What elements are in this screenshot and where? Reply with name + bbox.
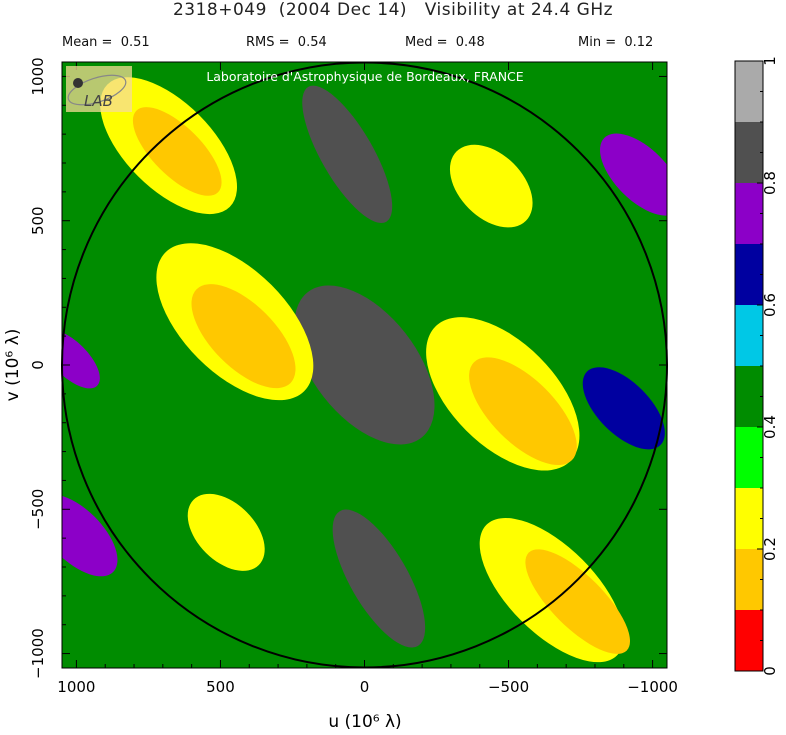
stat-mean: Mean = 0.51 [62, 35, 150, 50]
x-tick-label: 500 [206, 678, 235, 696]
x-tick-label: −1000 [627, 678, 678, 696]
x-axis: 1000 500 0 −500 −1000 [57, 62, 678, 696]
y-axis-label: v (10⁶ λ) [3, 329, 23, 402]
contour-region [600, 133, 667, 216]
contour-region [132, 107, 222, 196]
colorbar-swatch [735, 61, 763, 122]
colorbar-tick-label: 0.8 [761, 171, 779, 195]
colorbar-swatch [735, 427, 763, 488]
y-tick-label: 500 [29, 206, 47, 235]
contour-region [191, 284, 296, 389]
x-tick-label: 1000 [57, 678, 95, 696]
colorbar-tick-label: 1 [761, 56, 779, 66]
colorbar-tick-label: 0.4 [761, 415, 779, 439]
contour-region [302, 85, 393, 224]
contour-region [62, 494, 118, 577]
stat-mean-label: Mean = [62, 35, 113, 50]
colorbar-swatch [735, 244, 763, 305]
lab-logo: LAB [66, 66, 132, 112]
colorbar-tick-label: 0.6 [761, 293, 779, 317]
contour-region [294, 285, 435, 445]
stat-min: Min = 0.12 [578, 35, 653, 50]
colorbar: 0 0.2 0.4 0.6 0.8 1 [734, 56, 779, 676]
stat-median-value: 0.48 [455, 35, 485, 50]
x-tick-label: −500 [488, 678, 529, 696]
y-axis: 1000 500 0 −500 −1000 [29, 57, 667, 679]
watermark-text: Laboratoire d'Astrophysique de Bordeaux,… [206, 69, 523, 84]
logo-orbit-icon [67, 74, 127, 106]
contour-region [525, 549, 630, 654]
y-tick-label: 0 [29, 360, 47, 370]
stat-min-label: Min = [578, 35, 617, 50]
colorbar-swatch [735, 122, 763, 183]
y-tick-label: 1000 [29, 57, 47, 95]
colorbar-tick-label: 0 [761, 666, 779, 676]
contour-region [449, 144, 533, 228]
x-axis-label: u (10⁶ λ) [328, 712, 401, 732]
visibility-map [62, 62, 667, 668]
contour-region [187, 493, 265, 571]
contour-region [332, 509, 426, 648]
x-tick-label: 0 [360, 678, 370, 696]
colorbar-swatch [735, 366, 763, 427]
colorbar-swatch [735, 549, 763, 610]
contour-region [469, 357, 577, 466]
stat-rms-label: RMS = [246, 35, 290, 50]
stat-rms: RMS = 0.54 [246, 35, 327, 50]
stat-median: Med = 0.48 [405, 35, 485, 50]
stat-rms-value: 0.54 [297, 35, 327, 50]
plot-title: 2318+049 (2004 Dec 14) Visibility at 24.… [172, 0, 614, 20]
logo-text: LAB [84, 92, 113, 110]
stat-min-value: 0.12 [624, 35, 654, 50]
contour-region [582, 367, 665, 450]
contour-region [62, 330, 100, 389]
colorbar-tick-label: 0.2 [761, 537, 779, 561]
y-tick-label: −1000 [29, 628, 47, 679]
contour-regions [62, 77, 667, 663]
colorbar-swatch [735, 610, 763, 671]
y-tick-label: −500 [29, 489, 47, 530]
colorbar-swatch [735, 488, 763, 549]
stat-mean-value: 0.51 [120, 35, 150, 50]
stat-median-label: Med = [405, 35, 448, 50]
colorbar-swatch [735, 305, 763, 366]
colorbar-swatch [735, 183, 763, 244]
logo-planet-icon [73, 78, 83, 88]
